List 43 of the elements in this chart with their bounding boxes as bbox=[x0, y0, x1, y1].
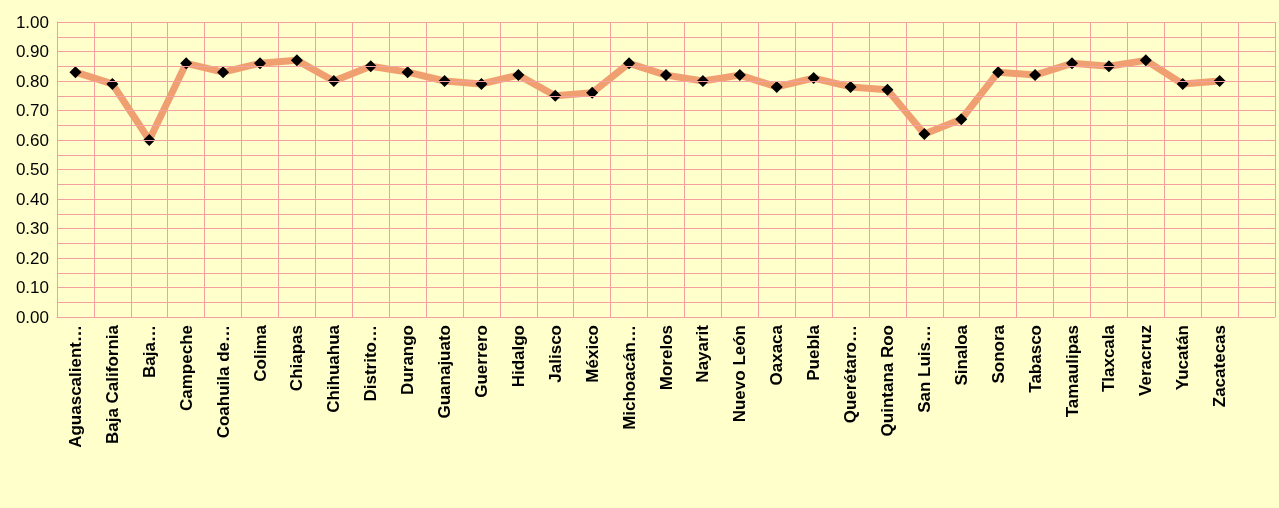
x-tick-label: Querétaro… bbox=[841, 325, 861, 424]
x-tick-label: Aguascalient… bbox=[65, 325, 85, 448]
y-tick-label: 0.90 bbox=[15, 42, 49, 61]
x-tick-label: Hidalgo bbox=[508, 325, 528, 388]
x-tick-label: Colima bbox=[250, 324, 270, 382]
y-tick-label: 0.80 bbox=[15, 71, 49, 91]
x-tick-label: Tlaxcala bbox=[1099, 324, 1119, 393]
x-tick-label: Puebla bbox=[804, 324, 824, 381]
x-tick-label: Distrito… bbox=[361, 325, 381, 402]
y-tick-label: 0.50 bbox=[15, 160, 49, 179]
x-tick-label: Tabasco bbox=[1025, 325, 1045, 393]
x-tick-label: Michoacán… bbox=[619, 325, 639, 430]
x-tick-label: Guanajuato bbox=[435, 325, 455, 419]
x-tick-label: Tamaulipas bbox=[1062, 325, 1082, 418]
x-tick-label: Sinaloa bbox=[951, 324, 971, 386]
x-tick-label: Morelos bbox=[656, 325, 676, 391]
y-tick-label: 0.00 bbox=[15, 307, 49, 327]
x-tick-label: Jalisco bbox=[545, 325, 565, 383]
x-tick-label: Baja… bbox=[139, 325, 159, 378]
y-tick-label: 0.20 bbox=[15, 248, 49, 268]
y-tick-label: 0.60 bbox=[15, 130, 49, 150]
y-tick-label: 0.40 bbox=[15, 189, 49, 209]
x-tick-label: Zacatecas bbox=[1210, 325, 1230, 408]
x-tick-label: Baja California bbox=[102, 324, 122, 445]
x-tick-label: Campeche bbox=[176, 325, 196, 411]
x-tick-label: San Luis… bbox=[914, 325, 934, 413]
y-tick-label: 0.70 bbox=[15, 101, 49, 120]
x-tick-label: Quintana Roo bbox=[877, 325, 897, 437]
y-tick-label: 1.00 bbox=[15, 12, 49, 32]
x-tick-label: Nuevo León bbox=[730, 325, 750, 423]
x-tick-label: Sonora bbox=[988, 324, 1008, 384]
x-tick-label: Durango bbox=[398, 325, 418, 395]
x-tick-label: Chiapas bbox=[287, 325, 307, 392]
x-tick-label: Chihuahua bbox=[324, 324, 344, 413]
x-tick-label: Nayarit bbox=[693, 324, 713, 383]
y-tick-label: 0.30 bbox=[15, 219, 49, 238]
x-tick-label: Coahuila de… bbox=[213, 325, 233, 439]
x-tick-label: Yucatán bbox=[1173, 325, 1193, 391]
x-tick-label: Oaxaca bbox=[767, 324, 787, 386]
y-tick-label: 0.10 bbox=[15, 278, 49, 297]
x-tick-label: Veracruz bbox=[1136, 325, 1156, 396]
x-tick-label: México bbox=[582, 325, 602, 383]
x-tick-label: Guerrero bbox=[471, 325, 491, 398]
